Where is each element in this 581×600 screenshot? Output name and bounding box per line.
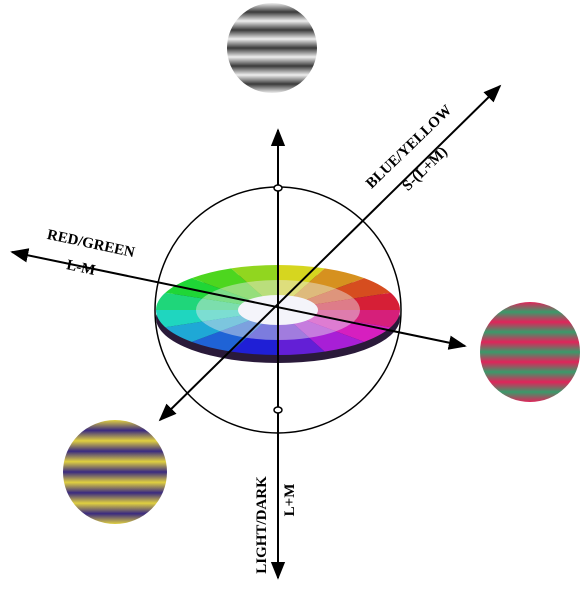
axis-sublabel: L+M <box>282 484 298 517</box>
luminance-grating <box>227 3 317 93</box>
axis-label: LIGHT/DARK <box>254 476 270 574</box>
axis-pole <box>273 184 283 192</box>
blue-yellow-grating <box>63 420 167 524</box>
blue-yellow-axis <box>158 84 502 422</box>
axis-label: RED/GREEN <box>46 227 137 261</box>
axis-sublabel: L-M <box>65 257 97 279</box>
axis-pole <box>273 406 283 414</box>
red-green-grating <box>480 302 580 402</box>
